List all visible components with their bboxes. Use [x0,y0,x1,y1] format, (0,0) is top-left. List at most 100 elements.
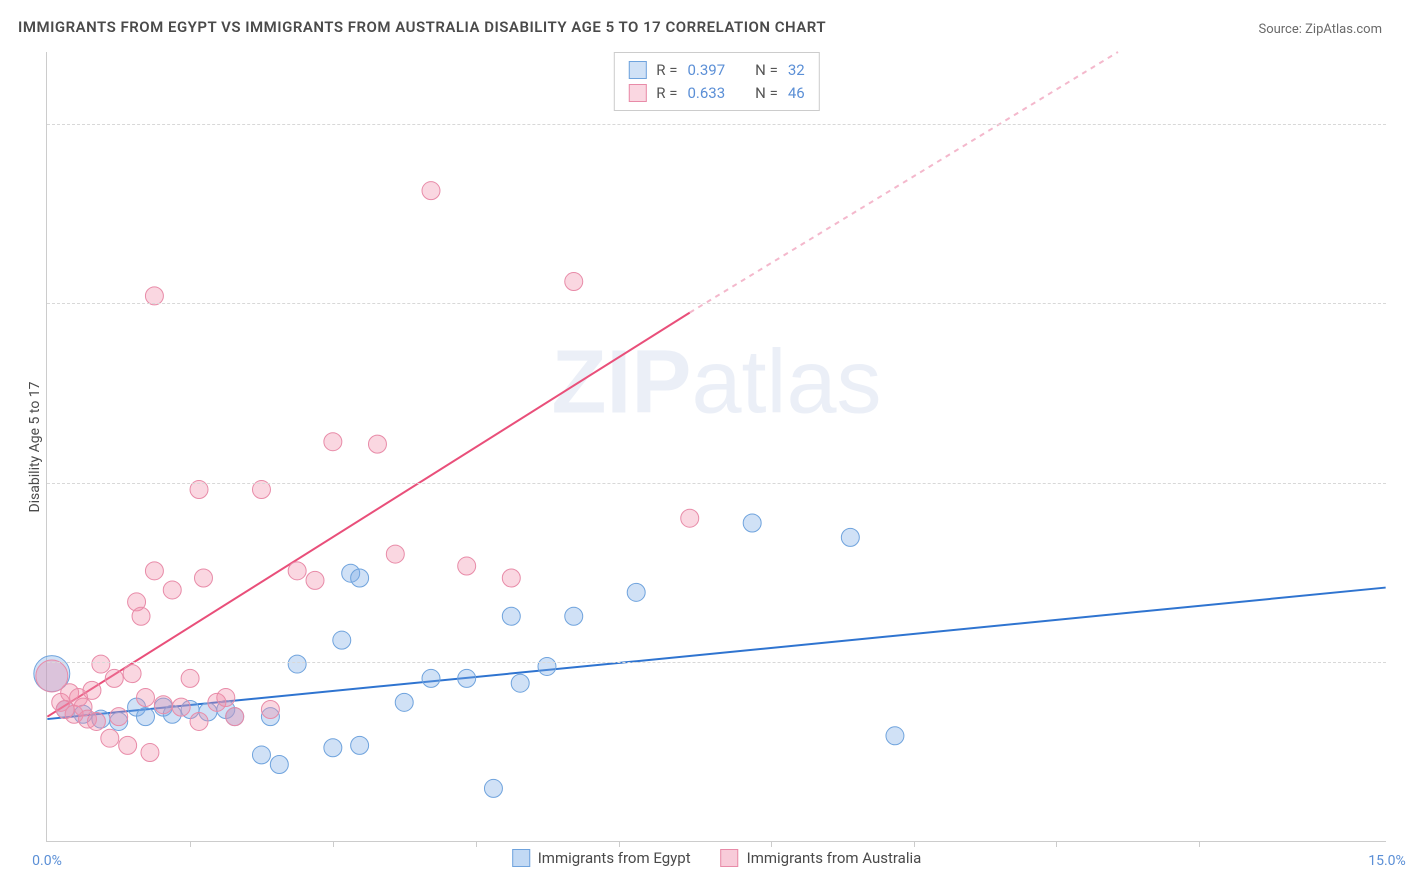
scatter-point [484,779,502,797]
scatter-point [92,655,110,673]
scatter-point [74,705,92,723]
scatter-point [886,727,904,745]
scatter-point [137,708,155,726]
scatter-point [261,701,279,719]
xtick-label: 0.0% [32,853,62,869]
stats-swatch-australia [628,84,646,102]
scatter-point [841,528,859,546]
scatter-point [226,708,244,726]
scatter-point [288,655,306,673]
scatter-point [270,756,288,774]
stats-r-val-1: 0.633 [687,82,725,105]
scatter-point [342,564,360,582]
scatter-point [226,708,244,726]
scatter-point [458,557,476,575]
xtick-label: 15.0% [1368,853,1406,869]
chart-title: IMMIGRANTS FROM EGYPT VS IMMIGRANTS FROM… [18,18,826,36]
stats-r-val-0: 0.397 [687,59,725,82]
scatter-point [87,712,105,730]
scatter-point [422,182,440,200]
scatter-point [92,710,110,728]
scatter-point [252,746,270,764]
scatter-point [163,581,181,599]
ytick-label: 15.0% [1396,475,1406,491]
scatter-point [324,433,342,451]
ytick-label: 22.5% [1396,295,1406,311]
stats-legend-box: R = 0.397 N = 32 R = 0.633 N = 46 [613,52,819,111]
scatter-point [333,631,351,649]
scatter-point [141,744,159,762]
gridline-h [47,483,1386,484]
scatter-point [132,607,150,625]
scatter-point [145,562,163,580]
scatter-point [386,545,404,563]
scatter-point [351,736,369,754]
chart-svg [47,52,1386,841]
scatter-point [123,665,141,683]
scatter-point [743,514,761,532]
scatter-point [458,669,476,687]
stats-row-egypt: R = 0.397 N = 32 [628,59,804,82]
source-prefix: Source: [1258,22,1305,37]
xtick-mark [333,841,334,847]
scatter-point [128,593,146,611]
scatter-point [261,708,279,726]
scatter-point [502,607,520,625]
stats-n-label-1: N = [755,82,778,105]
scatter-point [83,681,101,699]
scatter-point [565,607,583,625]
xtick-mark [771,841,772,847]
scatter-point [306,571,324,589]
scatter-point [217,689,235,707]
scatter-point [110,712,128,730]
regression-line [47,588,1385,720]
gridline-h [47,662,1386,663]
xtick-mark [914,841,915,847]
scatter-point [154,698,172,716]
regression-line [47,313,689,717]
scatter-point [65,705,83,723]
stats-n-label-0: N = [755,59,778,82]
scatter-point [324,739,342,757]
scatter-point [208,693,226,711]
scatter-point [137,689,155,707]
gridline-h [47,303,1386,304]
scatter-point [36,660,68,692]
xtick-mark [476,841,477,847]
stats-n-val-0: 32 [788,59,805,82]
scatter-point [351,569,369,587]
scatter-point [110,708,128,726]
scatter-point [145,287,163,305]
scatter-point [56,701,74,719]
watermark-bold: ZIP [551,333,691,433]
scatter-point [34,656,70,692]
scatter-point [163,705,181,723]
watermark-light: atlas [691,333,881,433]
scatter-point [194,569,212,587]
source-value: ZipAtlas.com [1305,22,1382,37]
gridline-h [47,124,1386,125]
scatter-point [368,435,386,453]
xtick-mark [619,841,620,847]
stats-r-label-1: R = [656,82,677,105]
scatter-point [565,273,583,291]
scatter-point [181,669,199,687]
xtick-mark [1199,841,1200,847]
source-label: Source: ZipAtlas.com [1258,22,1382,37]
scatter-point [172,698,190,716]
scatter-point [181,701,199,719]
legend-label-australia: Immigrants from Australia [747,849,922,867]
legend-item-egypt: Immigrants from Egypt [512,849,691,867]
legend-swatch-egypt [512,849,530,867]
scatter-point [56,701,74,719]
plot-area: Disability Age 5 to 17 ZIPatlas R = 0.39… [46,52,1386,842]
scatter-point [154,696,172,714]
scatter-point [681,509,699,527]
stats-r-label-0: R = [656,59,677,82]
scatter-point [105,669,123,687]
ytick-label: 30.0% [1396,116,1406,132]
scatter-point [70,689,88,707]
scatter-point [52,693,70,711]
xtick-mark [190,841,191,847]
scatter-point [511,674,529,692]
